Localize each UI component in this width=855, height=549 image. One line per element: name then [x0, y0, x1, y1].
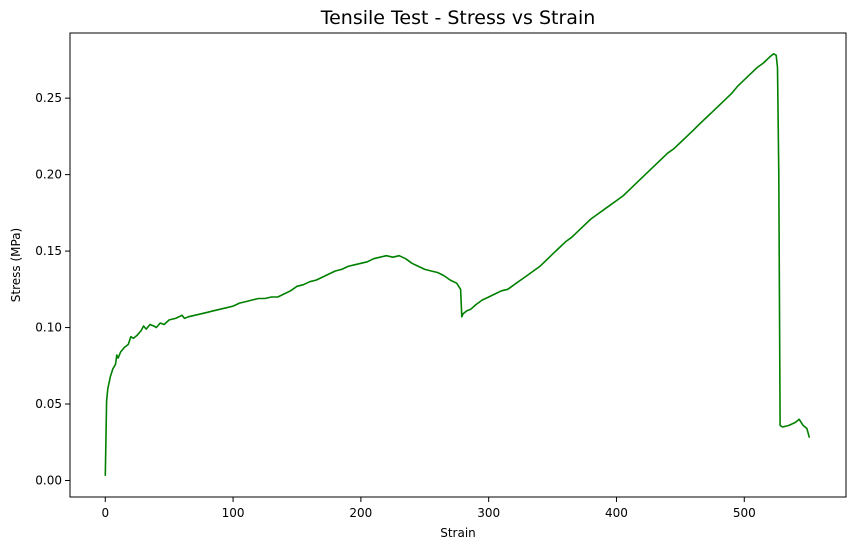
axes-frame [69, 32, 847, 498]
x-axis: 0 100 200 300 400 500 [101, 497, 756, 520]
x-tick-label: 0 [101, 506, 109, 520]
stress-series-line [104, 52, 811, 476]
y-axis: 0.00 0.05 0.10 0.15 0.20 0.25 [35, 91, 70, 487]
y-tick-label: 0.05 [35, 397, 62, 411]
y-tick-label: 0.15 [35, 244, 62, 258]
x-tick-label: 200 [349, 506, 372, 520]
y-tick-label: 0.20 [35, 168, 62, 182]
y-axis-label: Stress (MPa) [9, 228, 23, 302]
y-tick-label: 0.25 [35, 91, 62, 105]
x-tick-label: 400 [605, 506, 628, 520]
y-tick-label: 0.00 [35, 473, 62, 487]
y-tick-label: 0.10 [35, 321, 62, 335]
plot-area [69, 32, 847, 498]
series-group [104, 52, 811, 476]
x-tick-label: 300 [477, 506, 500, 520]
x-tick-label: 500 [733, 506, 756, 520]
x-tick-label: 100 [222, 506, 245, 520]
x-axis-label: Strain [440, 526, 476, 540]
chart-title: Tensile Test - Stress vs Strain [320, 7, 596, 29]
